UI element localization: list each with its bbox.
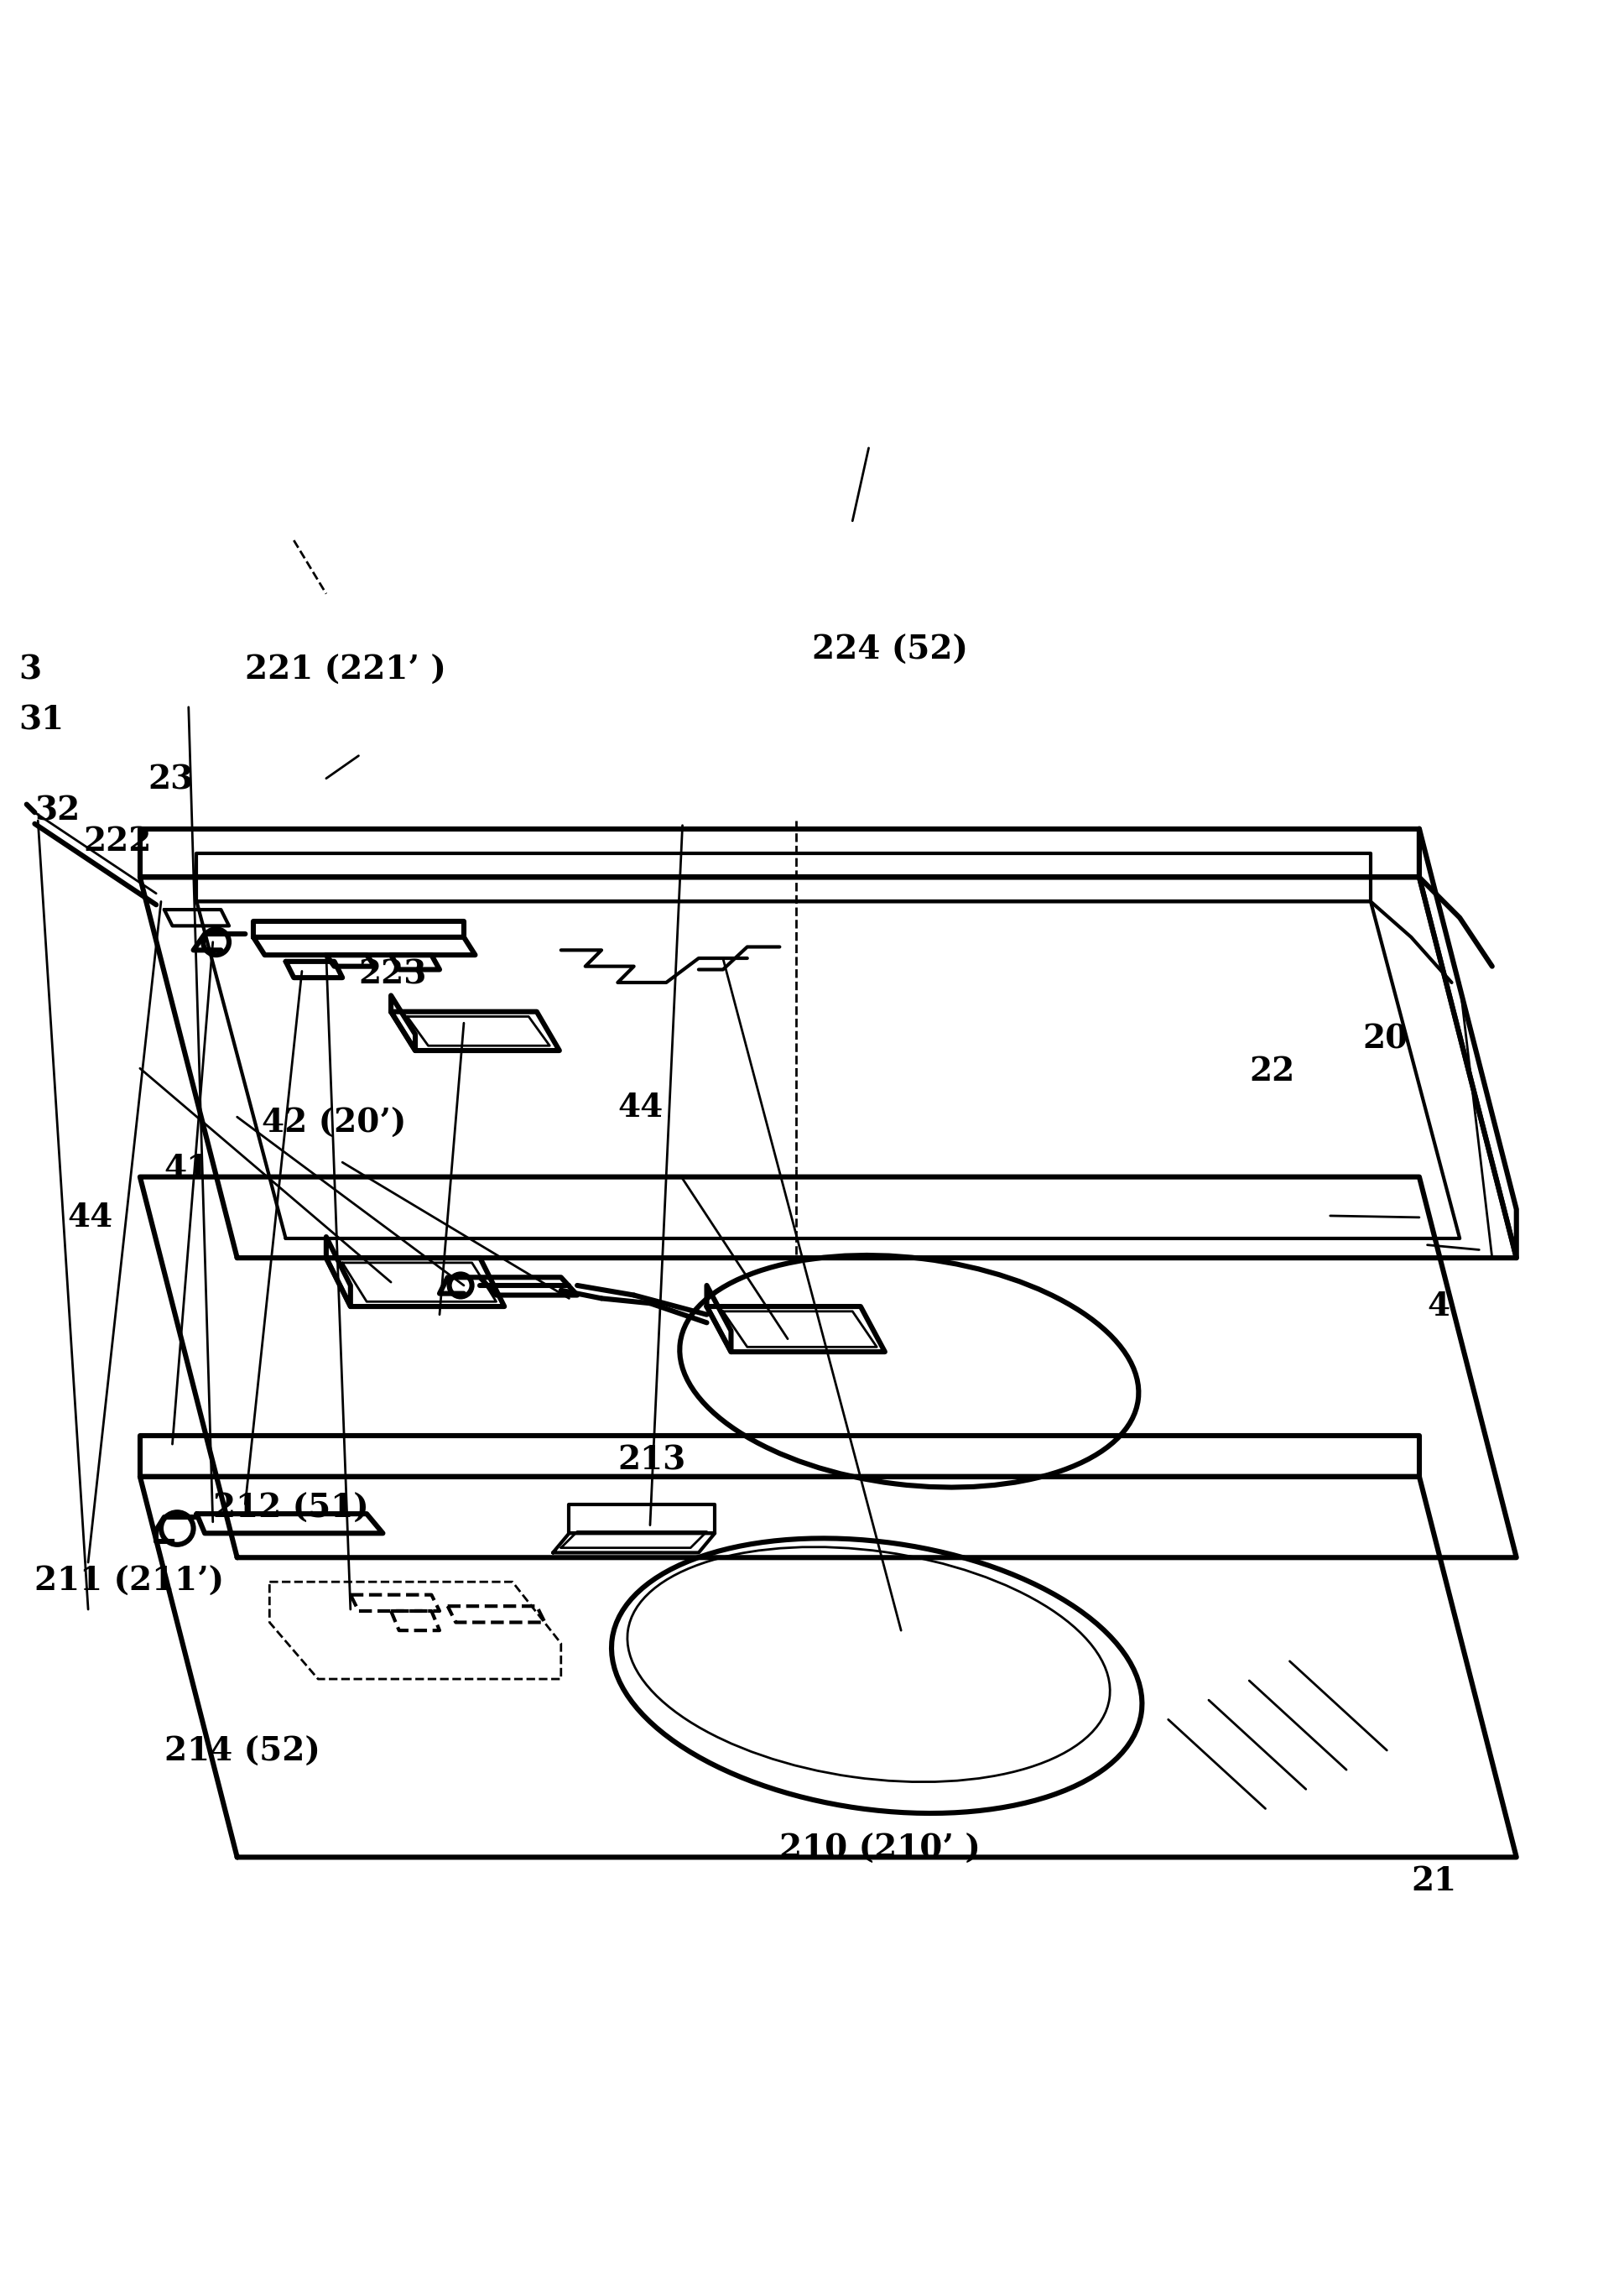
Text: 44: 44: [67, 1202, 112, 1234]
Text: 41: 41: [164, 1154, 209, 1186]
Text: 31: 31: [18, 705, 63, 737]
Text: 23: 23: [148, 765, 193, 797]
Text: 22: 22: [1249, 1055, 1294, 1087]
Text: 44: 44: [617, 1092, 663, 1124]
Text: 42 (20’): 42 (20’): [261, 1108, 406, 1140]
Text: 4: 4: [1427, 1291, 1450, 1323]
Text: 223: 223: [359, 959, 427, 991]
Text: 213: 213: [617, 1444, 685, 1476]
Text: 212 (51): 212 (51): [213, 1492, 369, 1524]
Text: 20: 20: [1363, 1023, 1408, 1055]
Text: 211 (211’): 211 (211’): [34, 1566, 224, 1598]
Text: 210 (210’ ): 210 (210’ ): [780, 1833, 981, 1866]
Text: 221 (221’ ): 221 (221’ ): [245, 655, 447, 687]
Text: 222: 222: [83, 826, 151, 858]
Text: 21: 21: [1411, 1866, 1457, 1898]
Text: 214 (52): 214 (52): [164, 1735, 320, 1767]
Text: 32: 32: [34, 794, 80, 826]
Text: 3: 3: [18, 655, 41, 687]
Text: 224 (52): 224 (52): [812, 634, 968, 666]
